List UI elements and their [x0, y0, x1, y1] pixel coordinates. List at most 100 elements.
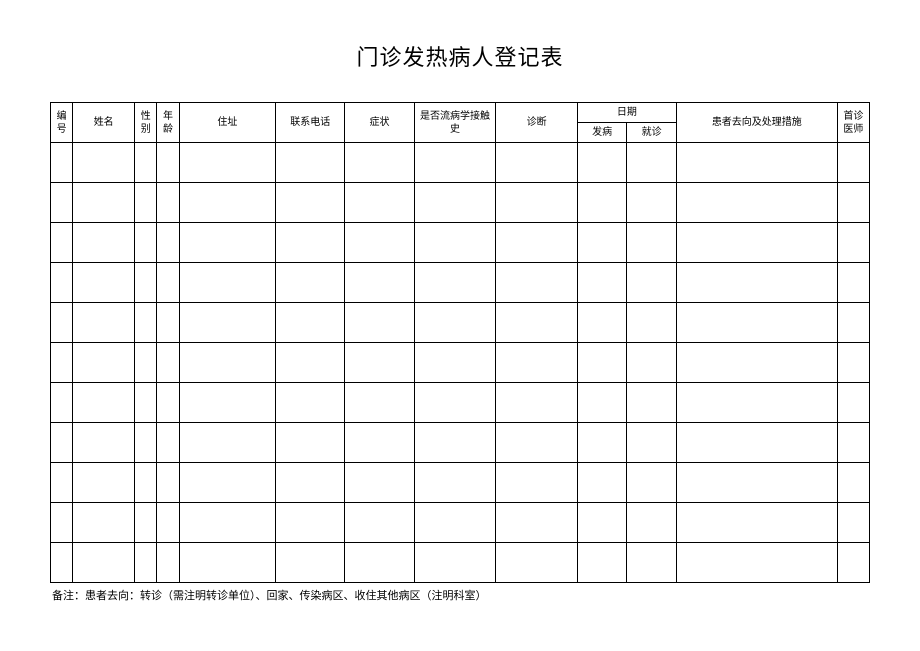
table-cell: [135, 543, 157, 583]
table-cell: [51, 423, 73, 463]
col-header-date-onset: 发病: [577, 123, 626, 143]
col-header-epi: 是否流病学接触史: [414, 103, 496, 143]
table-cell: [179, 543, 275, 583]
table-cell: [276, 303, 345, 343]
table-cell: [577, 383, 626, 423]
table-cell: [627, 503, 676, 543]
table-cell: [345, 223, 414, 263]
table-cell: [179, 383, 275, 423]
table-cell: [577, 343, 626, 383]
table-cell: [496, 263, 578, 303]
table-cell: [73, 503, 135, 543]
table-cell: [414, 383, 496, 423]
table-cell: [414, 343, 496, 383]
registration-table: 编号 姓名 性别 年龄 住址 联系电话 症状 是否流病学接触史 诊断 日期 患者…: [50, 102, 870, 583]
table-cell: [73, 383, 135, 423]
table-cell: [157, 503, 179, 543]
table-cell: [276, 543, 345, 583]
table-cell: [627, 383, 676, 423]
table-cell: [676, 263, 837, 303]
table-cell: [73, 343, 135, 383]
table-cell: [51, 223, 73, 263]
table-cell: [414, 503, 496, 543]
table-cell: [179, 503, 275, 543]
table-cell: [414, 263, 496, 303]
table-cell: [414, 223, 496, 263]
table-cell: [157, 463, 179, 503]
table-row: [51, 303, 870, 343]
table-cell: [276, 223, 345, 263]
table-cell: [179, 183, 275, 223]
table-cell: [73, 423, 135, 463]
col-header-name: 姓名: [73, 103, 135, 143]
table-row: [51, 503, 870, 543]
col-header-date: 日期: [577, 103, 676, 123]
table-cell: [73, 263, 135, 303]
table-cell: [496, 503, 578, 543]
col-header-doctor: 首诊医师: [837, 103, 869, 143]
footer-note: 备注：患者去向：转诊（需注明转诊单位）、回家、传染病区、收住其他病区（注明科室）: [50, 587, 870, 603]
table-cell: [179, 303, 275, 343]
col-header-date-visit: 就诊: [627, 123, 676, 143]
table-cell: [345, 263, 414, 303]
table-cell: [157, 383, 179, 423]
table-cell: [837, 503, 869, 543]
table-cell: [676, 503, 837, 543]
table-cell: [577, 543, 626, 583]
col-header-phone: 联系电话: [276, 103, 345, 143]
table-cell: [179, 423, 275, 463]
table-cell: [135, 343, 157, 383]
table-row: [51, 143, 870, 183]
table-cell: [496, 543, 578, 583]
table-cell: [157, 263, 179, 303]
table-cell: [135, 463, 157, 503]
table-cell: [73, 143, 135, 183]
col-header-num: 编号: [51, 103, 73, 143]
table-cell: [627, 423, 676, 463]
table-cell: [276, 463, 345, 503]
table-cell: [345, 543, 414, 583]
table-cell: [157, 303, 179, 343]
table-cell: [676, 463, 837, 503]
table-cell: [837, 463, 869, 503]
table-row: [51, 463, 870, 503]
table-cell: [51, 463, 73, 503]
table-cell: [276, 343, 345, 383]
table-cell: [837, 183, 869, 223]
table-cell: [627, 463, 676, 503]
table-cell: [414, 183, 496, 223]
table-row: [51, 183, 870, 223]
table-row: [51, 223, 870, 263]
table-cell: [676, 423, 837, 463]
table-cell: [837, 343, 869, 383]
table-cell: [837, 143, 869, 183]
table-cell: [577, 463, 626, 503]
table-cell: [496, 463, 578, 503]
table-cell: [157, 183, 179, 223]
table-cell: [345, 503, 414, 543]
table-cell: [837, 223, 869, 263]
table-cell: [577, 423, 626, 463]
table-cell: [627, 543, 676, 583]
table-cell: [51, 343, 73, 383]
table-cell: [676, 183, 837, 223]
table-cell: [676, 543, 837, 583]
table-cell: [73, 183, 135, 223]
table-cell: [414, 303, 496, 343]
table-cell: [345, 143, 414, 183]
table-cell: [345, 423, 414, 463]
table-row: [51, 543, 870, 583]
table-cell: [577, 263, 626, 303]
table-cell: [157, 143, 179, 183]
col-header-gender: 性别: [135, 103, 157, 143]
table-cell: [496, 143, 578, 183]
table-row: [51, 383, 870, 423]
table-cell: [496, 423, 578, 463]
table-cell: [676, 303, 837, 343]
table-cell: [157, 343, 179, 383]
table-cell: [627, 223, 676, 263]
table-cell: [276, 423, 345, 463]
table-cell: [676, 143, 837, 183]
table-cell: [577, 503, 626, 543]
table-cell: [51, 303, 73, 343]
